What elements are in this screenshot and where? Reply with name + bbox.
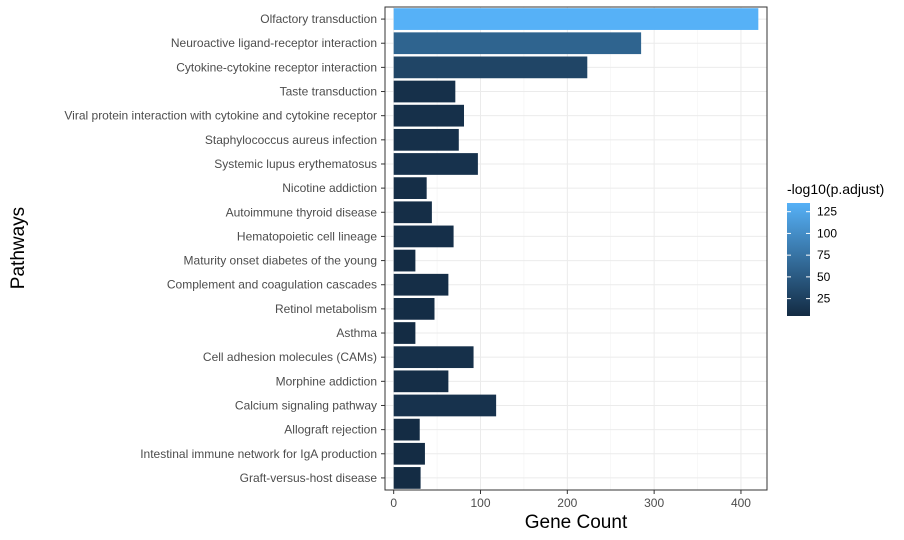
y-tick-label: Staphylococcus aureus infection (205, 133, 377, 147)
y-tick-label: Graft-versus-host disease (240, 471, 378, 485)
bar (393, 8, 759, 30)
bar (393, 128, 459, 151)
grid (385, 7, 767, 490)
y-tick-label: Autoimmune thyroid disease (226, 205, 378, 219)
bar (393, 80, 456, 103)
bar (393, 56, 588, 79)
y-tick-label: Systemic lupus erythematosus (214, 157, 377, 171)
x-tick-label: 200 (557, 496, 577, 510)
bar (393, 322, 416, 344)
bar (393, 225, 454, 248)
y-axis: Olfactory transduction Neuroactive ligand… (64, 12, 385, 485)
bar (393, 153, 478, 175)
y-tick-label: Cell adhesion molecules (CAMs) (203, 350, 377, 364)
bar (393, 418, 420, 441)
y-tick-label: Hematopoietic cell lineage (237, 229, 377, 243)
y-tick-label: Taste transduction (280, 85, 377, 99)
bar (393, 201, 432, 224)
legend-tick-label: 25 (817, 292, 831, 306)
y-tick-label: Morphine addiction (276, 374, 377, 388)
bar (393, 442, 425, 465)
x-tick-label: 400 (731, 496, 751, 510)
bar (393, 273, 449, 296)
bars (393, 8, 759, 489)
bar (393, 346, 474, 369)
y-tick-label: Maturity onset diabetes of the young (184, 254, 377, 268)
y-tick-label: Cytokine-cytokine receptor interaction (176, 60, 377, 74)
y-axis-title: Pathways (8, 207, 29, 289)
legend-tick-label: 50 (817, 270, 831, 284)
bar (393, 177, 427, 199)
y-tick-label: Nicotine addiction (282, 181, 377, 195)
x-tick-label: 300 (644, 496, 664, 510)
legend-tick-label: 125 (817, 205, 837, 219)
y-tick-label: Asthma (336, 326, 377, 340)
bar (393, 249, 416, 272)
bar (393, 32, 642, 55)
bar (393, 467, 421, 489)
legend-tick-label: 75 (817, 248, 831, 262)
y-tick-label: Olfactory transduction (260, 12, 377, 26)
x-axis: 0 100 200 300 400 (390, 490, 751, 510)
x-tick-label: 100 (470, 496, 490, 510)
y-tick-label: Complement and coagulation cascades (167, 278, 377, 292)
plot-panel-border (384, 6, 768, 491)
legend-title: -log10(p.adjust) (787, 181, 884, 197)
x-axis-title: Gene Count (525, 512, 628, 533)
bar (393, 370, 449, 393)
y-tick-label: Viral protein interaction with cytokine … (64, 109, 377, 123)
y-tick-label: Allograft rejection (284, 423, 377, 437)
bar (393, 394, 497, 417)
bar (393, 298, 435, 320)
y-tick-label: Calcium signaling pathway (235, 398, 377, 412)
x-tick-label: 0 (390, 496, 397, 510)
legend-tick-label: 100 (817, 226, 837, 240)
bar (393, 104, 465, 127)
y-tick-label: Retinol metabolism (275, 302, 377, 316)
y-tick-label: Intestinal immune network for IgA produc… (140, 447, 377, 461)
y-tick-label: Neuroactive ligand-receptor interaction (171, 36, 377, 50)
legend: -log10(p.adjust) 25 50 75 100 125 (787, 181, 884, 316)
legend-colorbar (787, 203, 810, 316)
